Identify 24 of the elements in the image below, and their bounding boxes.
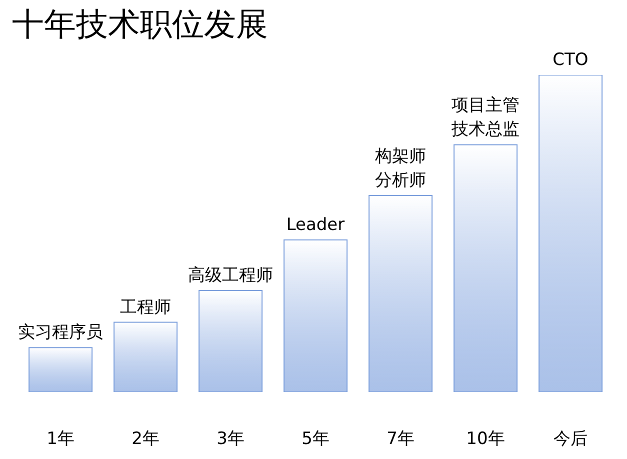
bar xyxy=(368,194,433,392)
annotation: 构架师 xyxy=(374,146,426,166)
bar xyxy=(538,75,603,392)
annotation: 技术总监 xyxy=(450,120,520,140)
bar xyxy=(198,290,263,392)
annotation: 高级工程师 xyxy=(188,266,273,286)
bar xyxy=(284,239,348,392)
bar xyxy=(114,322,178,392)
x-tick-label: 2年 xyxy=(132,429,160,449)
x-tick-label: 10年 xyxy=(466,429,505,449)
x-tick-label: 今后 xyxy=(554,429,588,449)
x-tick-label: 7年 xyxy=(386,429,414,449)
bar xyxy=(454,144,518,392)
annotation: 工程师 xyxy=(120,297,171,318)
annotation: CTO xyxy=(552,50,588,70)
x-tick-label: 1年 xyxy=(46,429,74,449)
x-tick-label: 5年 xyxy=(302,429,330,449)
x-tick-label: 3年 xyxy=(216,429,244,449)
chart-title: 十年技术职位发展 xyxy=(12,7,268,44)
annotation: 项目主管 xyxy=(452,96,520,116)
annotation: Leader xyxy=(286,214,345,235)
annotation: 分析师 xyxy=(375,170,426,190)
bar xyxy=(28,347,93,392)
annotation: 实习程序员 xyxy=(18,322,103,343)
